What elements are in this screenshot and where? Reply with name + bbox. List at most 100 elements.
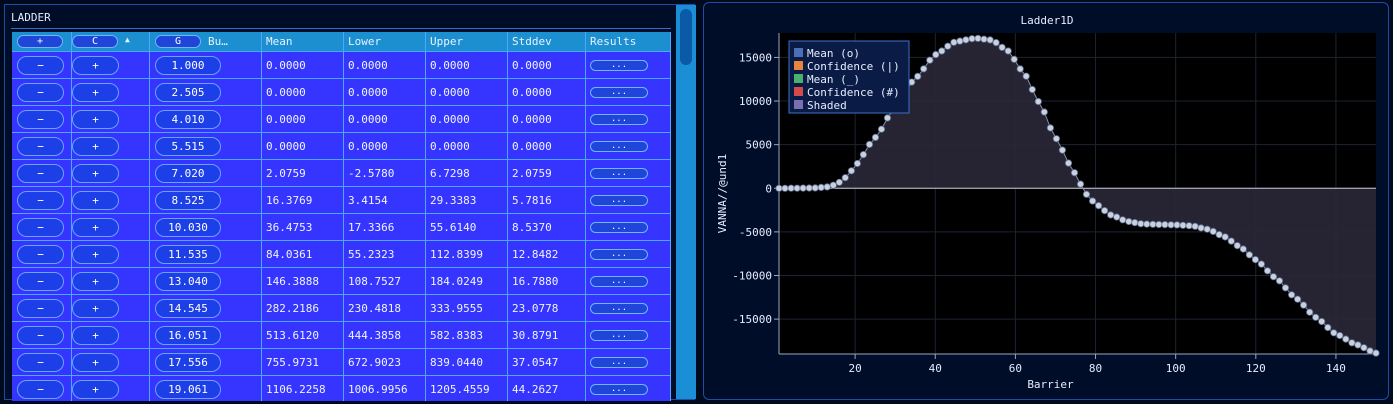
bump-value-field[interactable]: 4.010 [155,110,221,129]
legend-swatch[interactable] [794,74,803,83]
results-button[interactable]: ... [590,60,648,71]
header-c-button[interactable]: C [72,35,118,48]
mean-line [779,37,1377,354]
results-button[interactable]: ... [590,249,648,260]
decrement-button[interactable]: − [17,137,64,156]
increment-button[interactable]: + [72,164,119,183]
decrement-button[interactable]: − [17,326,64,345]
cell-minus: − [12,295,72,322]
legend-item[interactable]: Confidence (#) [807,86,900,99]
mean-point [932,50,940,59]
bump-value-field[interactable]: 13.040 [155,272,221,291]
decrement-button[interactable]: − [17,164,64,183]
legend-swatch[interactable] [794,87,803,96]
cell-plus: + [72,349,150,376]
decrement-button[interactable]: − [17,56,64,75]
decrement-button[interactable]: − [17,299,64,318]
cell-lower: -2.5780 [344,160,426,187]
bump-value-field[interactable]: 11.535 [155,245,221,264]
legend-swatch[interactable] [794,48,803,57]
increment-button[interactable]: + [72,191,119,210]
sort-ascending-icon[interactable]: ▲ [125,35,130,44]
results-button[interactable]: ... [590,357,648,368]
increment-button[interactable]: + [72,326,119,345]
header-cell-lower[interactable]: Lower [344,32,426,52]
legend-item[interactable]: Mean (o) [807,47,860,60]
legend-item[interactable]: Mean (_) [807,73,860,86]
bump-value-field[interactable]: 8.525 [155,191,221,210]
decrement-button[interactable]: − [17,110,64,129]
decrement-button[interactable]: − [17,218,64,237]
results-button[interactable]: ... [590,384,648,395]
bump-value-field[interactable]: 17.556 [155,353,221,372]
vertical-scrollbar[interactable] [676,5,696,399]
results-button[interactable]: ... [590,168,648,179]
results-button[interactable]: ... [590,87,648,98]
cell-mean: 0.0000 [262,133,344,160]
decrement-button[interactable]: − [17,353,64,372]
mean-point [817,183,825,191]
results-button[interactable]: ... [590,195,648,206]
legend-swatch[interactable] [794,61,803,70]
cell-mean: 146.3888 [262,268,344,295]
results-button[interactable]: ... [590,222,648,233]
results-button[interactable]: ... [590,330,648,341]
bump-value-field[interactable]: 19.061 [155,380,221,399]
legend-item[interactable]: Confidence (|) [807,60,900,73]
cell-stddev: 0.0000 [508,52,586,79]
mean-point [1251,256,1260,264]
decrement-button[interactable]: − [17,191,64,210]
bump-value-field[interactable]: 7.020 [155,164,221,183]
ladder-chart[interactable]: Ladder1D 20 40 60 80 100 120 140 15000 10000 5000 0… [704,3,1390,401]
increment-button[interactable]: + [72,137,119,156]
increment-button[interactable]: + [72,218,119,237]
cell-stddev: 5.7816 [508,187,586,214]
bump-value-field[interactable]: 1.000 [155,56,221,75]
increment-button[interactable]: + [72,83,119,102]
bump-value-field[interactable]: 16.051 [155,326,221,345]
x-tick-label: 40 [929,362,942,375]
decrement-button[interactable]: − [17,83,64,102]
scroll-thumb[interactable] [680,9,692,65]
decrement-button[interactable]: − [17,272,64,291]
mean-point [1076,180,1085,188]
header-cell-upper[interactable]: Upper [426,32,508,52]
increment-button[interactable]: + [72,299,119,318]
mean-point [1167,221,1175,229]
increment-button[interactable]: + [72,272,119,291]
results-button[interactable]: ... [590,141,648,152]
cell-lower: 108.7527 [344,268,426,295]
mean-point [859,151,867,159]
results-button[interactable]: ... [590,114,648,125]
bump-value-field[interactable]: 2.505 [155,83,221,102]
increment-button[interactable]: + [72,380,119,399]
bump-value-field[interactable]: 14.545 [155,299,221,318]
x-tick-label: 60 [1009,362,1022,375]
increment-button[interactable]: + [72,353,119,372]
header-add-button[interactable]: + [17,35,63,48]
header-cell-mean[interactable]: Mean [262,32,344,52]
mean-point [823,183,831,191]
table-header: + C ▲ G Bu… Mean Lower Upper Stddev Results [12,32,671,52]
legend-swatch[interactable] [794,100,803,109]
increment-button[interactable]: + [72,245,119,264]
y-tick-label: 5000 [746,139,773,152]
header-g-button[interactable]: G [155,35,201,48]
mean-point [1113,213,1121,221]
bump-value-field[interactable]: 5.515 [155,137,221,156]
legend-item[interactable]: Shaded [807,99,847,112]
increment-button[interactable]: + [72,56,119,75]
table-row: − +8.525 16.3769 3.4154 29.3383 5.7816... [12,187,671,214]
mean-point [1197,224,1205,232]
bump-value-field[interactable]: 10.030 [155,218,221,237]
mean-point [1245,251,1254,259]
cell-mean: 0.0000 [262,52,344,79]
results-button[interactable]: ... [590,303,648,314]
header-cell-results[interactable]: Results [586,32,671,52]
results-button[interactable]: ... [590,276,648,287]
increment-button[interactable]: + [72,110,119,129]
decrement-button[interactable]: − [17,245,64,264]
cell-upper: 184.0249 [426,268,508,295]
decrement-button[interactable]: − [17,380,64,399]
header-cell-stddev[interactable]: Stddev [508,32,586,52]
